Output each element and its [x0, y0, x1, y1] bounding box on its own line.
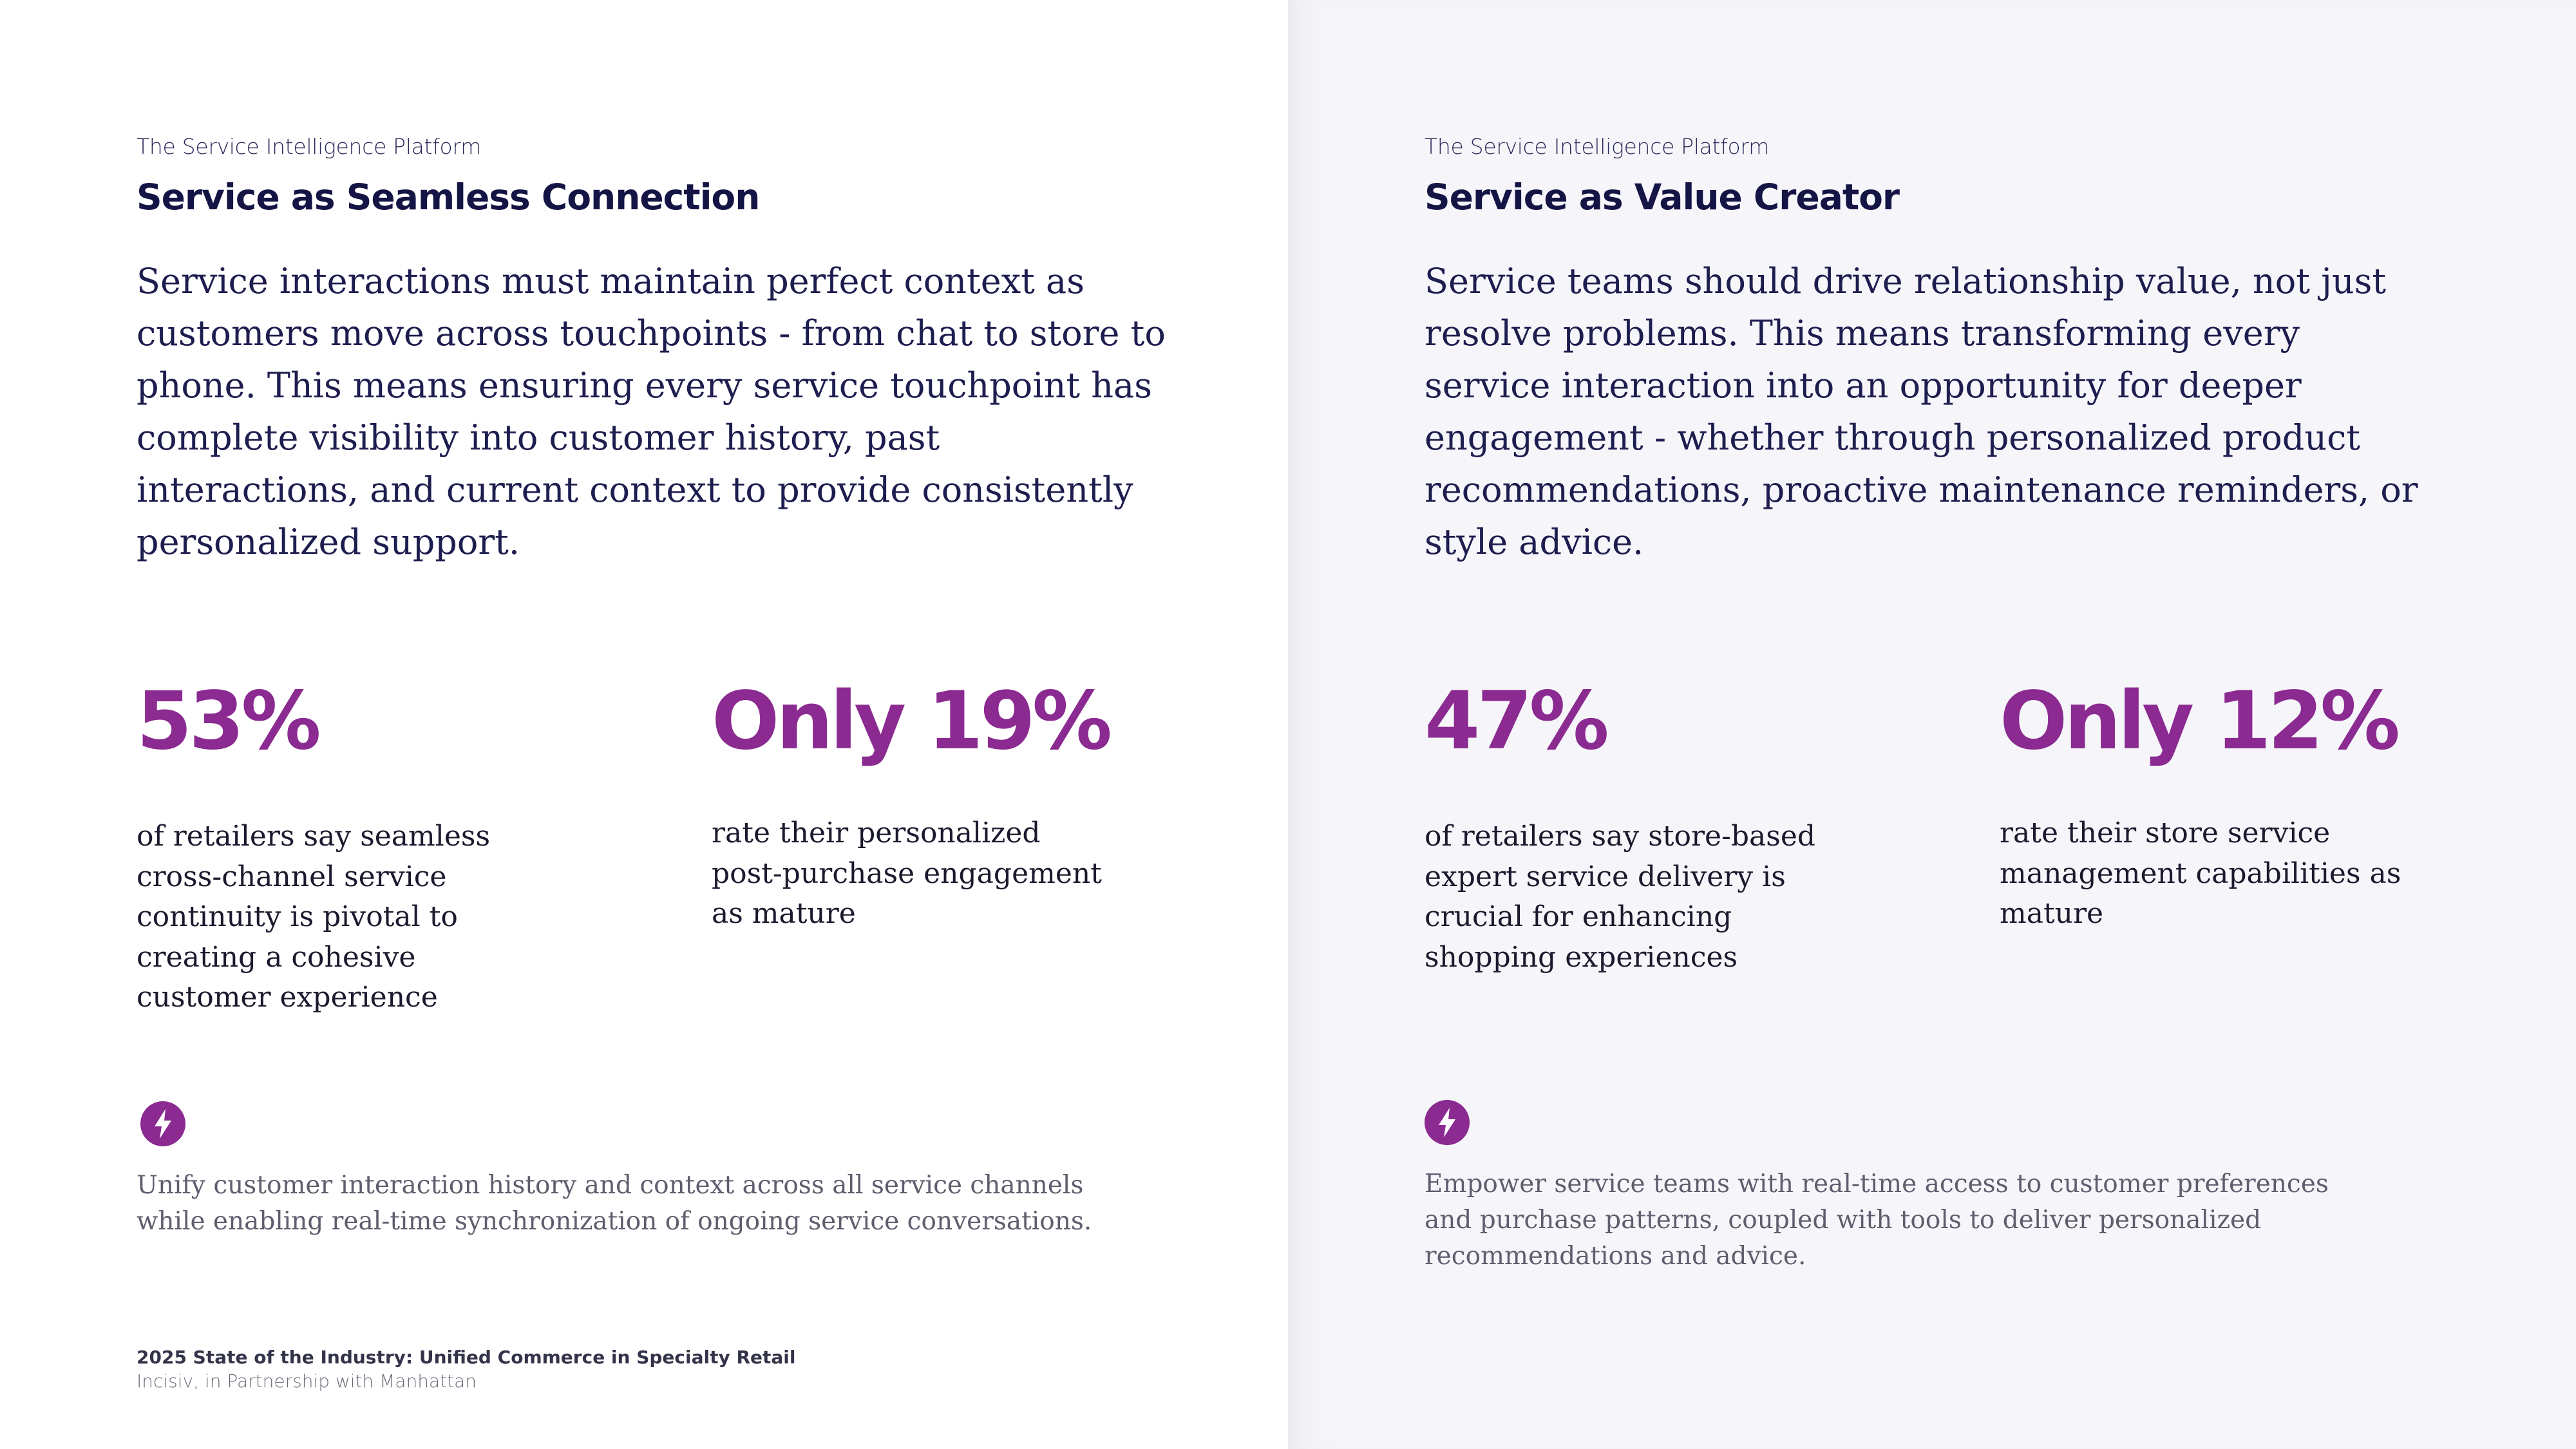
recommendation-note: Unify customer interaction history and c… [137, 1171, 1092, 1236]
right-panel: The Service Intelligence Platform Servic… [1288, 0, 2576, 1449]
stat-description: rate their personalized post-purchase en… [712, 817, 1102, 930]
stat-description: of retailers say seamless cross-channel … [137, 820, 491, 1014]
lightning-bolt-icon [1425, 1100, 1470, 1145]
section-title: Service as Seamless Connection [137, 176, 760, 218]
stat-block: Only 19% rate their personalized post-pu… [712, 670, 1162, 934]
footer-report-title: 2025 State of the Industry: Unified Comm… [137, 1347, 796, 1368]
section-eyebrow: The Service Intelligence Platform [137, 134, 481, 159]
section-title: Service as Value Creator [1425, 176, 1900, 218]
stat-block: 47% of retailers say store-based expert … [1425, 670, 1875, 978]
recommendation-note: Empower service teams with real-time acc… [1425, 1170, 2329, 1271]
stat-value: Only 19% [712, 675, 1112, 768]
stat-value: Only 12% [2000, 675, 2400, 768]
stat-block: Only 12% rate their store service manage… [2000, 670, 2450, 934]
stat-description: of retailers say store-based expert serv… [1425, 820, 1816, 974]
stat-description: rate their store service management capa… [2000, 817, 2401, 930]
stat-value: 47% [1425, 675, 1609, 768]
section-lead-text: Service interactions must maintain perfe… [137, 261, 1166, 562]
left-panel: The Service Intelligence Platform Servic… [137, 134, 1166, 1392]
stat-block: 53% of retailers say seamless cross-chan… [137, 670, 587, 1018]
section-lead-text: Service teams should drive relationship … [1425, 261, 2418, 562]
lightning-bolt-icon [140, 1101, 185, 1146]
section-eyebrow: The Service Intelligence Platform [1425, 134, 1769, 159]
footer-attribution: Incisiv, in Partnership with Manhattan [137, 1370, 477, 1392]
stat-value: 53% [137, 675, 321, 768]
